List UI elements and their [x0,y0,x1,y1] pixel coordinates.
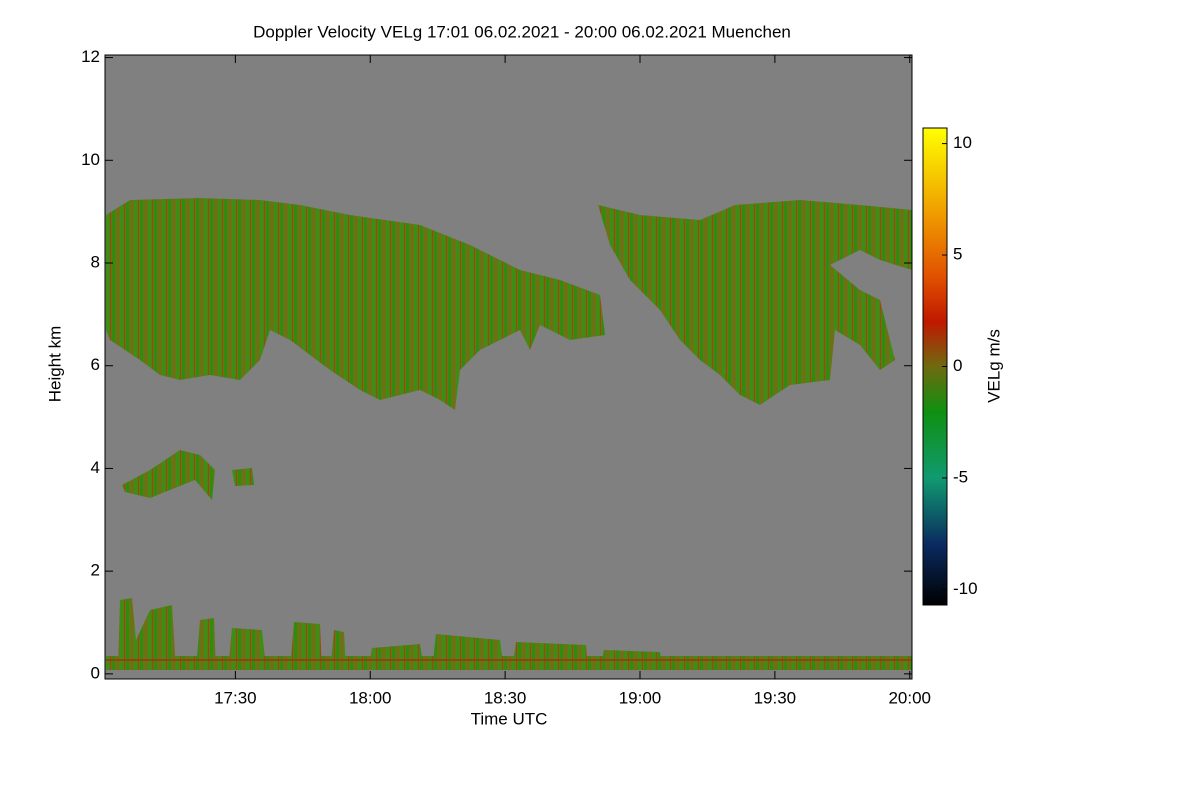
cloud-region [106,198,605,410]
cloud-region [598,200,912,405]
plot-frame [104,54,913,680]
y-tick-label: 6 [91,355,100,374]
colorbar-tick-label: -5 [953,467,968,486]
cloud-region [122,450,254,500]
x-axis-label: Time UTC [471,709,548,728]
colorbar-tick-label: 0 [953,356,962,375]
x-tick-label: 19:00 [619,688,662,707]
y-tick-label: 2 [91,561,100,580]
x-tick-label: 19:30 [754,688,797,707]
x-tick-label: 17:30 [214,688,257,707]
x-tick-label: 20:00 [888,688,931,707]
chart-title: Doppler Velocity VELg 17:01 06.02.2021 -… [253,22,791,41]
colorbar-tick-label: 10 [953,133,972,152]
x-tick-label: 18:00 [349,688,392,707]
boundary-layer [106,598,912,670]
y-tick-label: 10 [81,150,100,169]
colorbar-tick-label: -10 [953,579,978,598]
y-tick-label: 0 [91,663,100,682]
x-tick-label: 18:30 [484,688,527,707]
velocity-field [106,198,912,670]
colorbar-tick-label: 5 [953,245,962,264]
y-tick-label: 4 [91,458,100,477]
y-tick-label: 8 [91,252,100,271]
y-axis-label: Height km [45,326,64,403]
y-tick-label: 12 [81,47,100,66]
colorbar-label: VELg m/s [984,329,1003,403]
